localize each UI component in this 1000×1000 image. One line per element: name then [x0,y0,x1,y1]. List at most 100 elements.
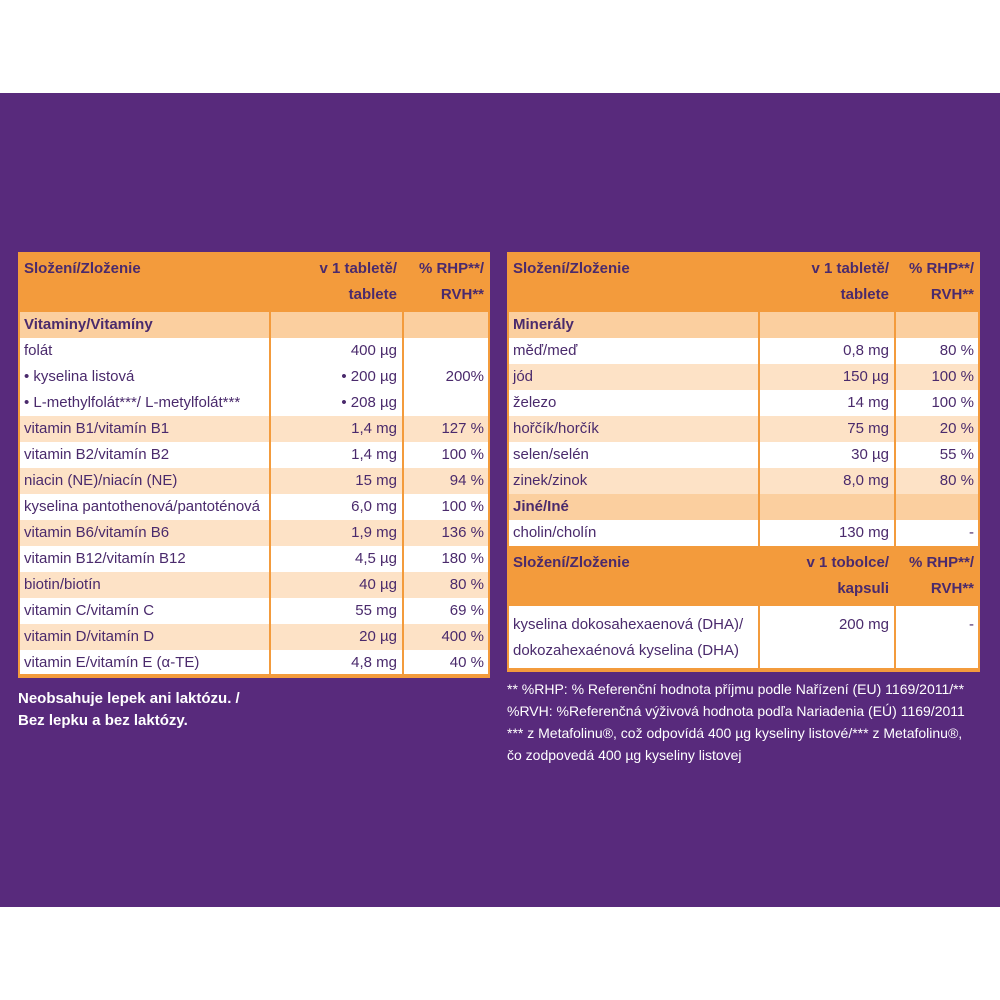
amount-cell: 75 mg [759,416,895,442]
text-line: 100 % [441,446,484,463]
pct-cell: 94 % [403,468,490,494]
section-title: Vitaminy/Vitamíny [18,312,270,338]
text-line: • kyselina listová [24,368,135,385]
header-cell: % RHP**/ RVH** [403,252,490,312]
section-fill [759,312,980,338]
text-line: 100 % [931,394,974,411]
name-cell: folát • kyselina listová • L-methylfolát**… [18,338,270,416]
amount-cell: 14 mg [759,390,895,416]
amount-cell: 130 mg [759,520,895,546]
text-line: 20 % [939,420,974,437]
pct-cell: 180 % [403,546,490,572]
text-line: v 1 tobolce/ [806,554,889,571]
amount-cell: 20 µg [270,624,403,650]
text-line: 14 mg [847,394,889,411]
text-line: vitamin D/vitamín D [24,628,155,645]
text-line: 136 % [441,524,484,541]
text-line: *** z Metafolinu®, což odpovídá 400 µg k… [507,725,963,741]
pct-cell: 40 % [403,650,490,676]
text-line: Složení/Zloženie [513,260,630,277]
header-cell: Složení/Zloženie [18,252,270,312]
text-line: čo zodpovedá 400 µg kyseliny listovej [507,747,742,763]
text-line: 69 % [449,602,484,619]
text-line: 40 % [449,654,484,671]
pct-cell: 20 % [895,416,980,442]
text-line: Vitaminy/Vitamíny [24,316,153,333]
name-cell: vitamin B1/vitamín B1 [18,416,270,442]
amount-cell: 1,4 mg [270,442,403,468]
pct-cell: 80 % [895,338,980,364]
text-line: ** %RHP: % Referenční hodnota příjmu pod… [507,681,965,697]
pct-cell: - [895,606,980,670]
pct-cell: 69 % [403,598,490,624]
pct-cell: 100 % [403,442,490,468]
amount-cell: 400 µg • 200 µg • 208 µg [270,338,403,416]
text-line: 55 % [939,446,974,463]
text-line: folát [24,342,53,359]
text-line: zinek/zinok [513,472,588,489]
text-line: RVH** [440,286,484,303]
text-line: hořčík/horčík [513,420,599,437]
header-cell: % RHP**/ RVH** [895,252,980,312]
text-line: 75 mg [847,420,889,437]
amount-cell: 8,0 mg [759,468,895,494]
text-line: 400 % [441,628,484,645]
text-line: vitamin B1/vitamín B1 [24,420,170,437]
text-line: dokozahexaénová kyselina (DHA) [513,642,739,659]
text-line: Složení/Zloženie [513,554,630,571]
text-line: jód [513,368,534,385]
pct-cell: 127 % [403,416,490,442]
text-line: 94 % [449,472,484,489]
name-cell: kyselina pantothenová/pantoténová [18,494,270,520]
text-line: - [969,524,974,541]
section-fill [759,494,980,520]
amount-cell: 55 mg [270,598,403,624]
column-separator [894,252,896,670]
header-cell: % RHP**/ RVH** [895,546,980,606]
text-line: měď/meď [513,342,578,359]
text-line: % RHP**/ [908,260,974,277]
text-line: 150 µg [842,368,889,385]
pct-cell: 136 % [403,520,490,546]
amount-cell: 1,9 mg [270,520,403,546]
header-cell: Složení/Zloženie [507,252,759,312]
text-line: 6,0 mg [351,498,397,515]
text-line: 1,4 mg [351,446,397,463]
text-line: kyselina dokosahexaenová (DHA)/ [513,616,744,633]
table-border [507,252,980,670]
text-line: 0,8 mg [843,342,889,359]
text-line: v 1 tabletě/ [811,260,889,277]
table-bottom [507,669,980,672]
text-line: % RHP**/ [418,260,484,277]
text-line: 80 % [449,576,484,593]
column-separator [758,252,760,670]
amount-cell: 15 mg [270,468,403,494]
text-line: niacin (NE)/niacín (NE) [24,472,178,489]
name-cell: biotin/biotín [18,572,270,598]
amount-cell: 0,8 mg [759,338,895,364]
text-line: v 1 tabletě/ [319,260,397,277]
amount-cell: 30 µg [759,442,895,468]
table-border [18,252,490,676]
text-line: vitamin E/vitamín E (α-TE) [24,654,200,671]
text-line: 200% [445,368,484,385]
text-line: tablete [348,286,397,303]
name-cell: vitamin B12/vitamín B12 [18,546,270,572]
text-line: kapsuli [837,580,889,597]
text-line: 15 mg [355,472,397,489]
text-line: vitamin B12/vitamín B12 [24,550,186,567]
pct-cell: 400 % [403,624,490,650]
text-line: vitamin B2/vitamín B2 [24,446,170,463]
text-line: • 200 µg [341,368,397,385]
name-cell: zinek/zinok [507,468,759,494]
name-cell: vitamin B2/vitamín B2 [18,442,270,468]
section-fill [270,312,490,338]
text-line: 4,5 µg [354,550,397,567]
text-line: Bez lepku a bez laktózy. [18,712,188,729]
name-cell: cholin/cholín [507,520,759,546]
text-line: tablete [840,286,889,303]
text-line: 80 % [939,342,974,359]
text-line: cholin/cholín [513,524,597,541]
text-line: biotin/biotín [24,576,101,593]
